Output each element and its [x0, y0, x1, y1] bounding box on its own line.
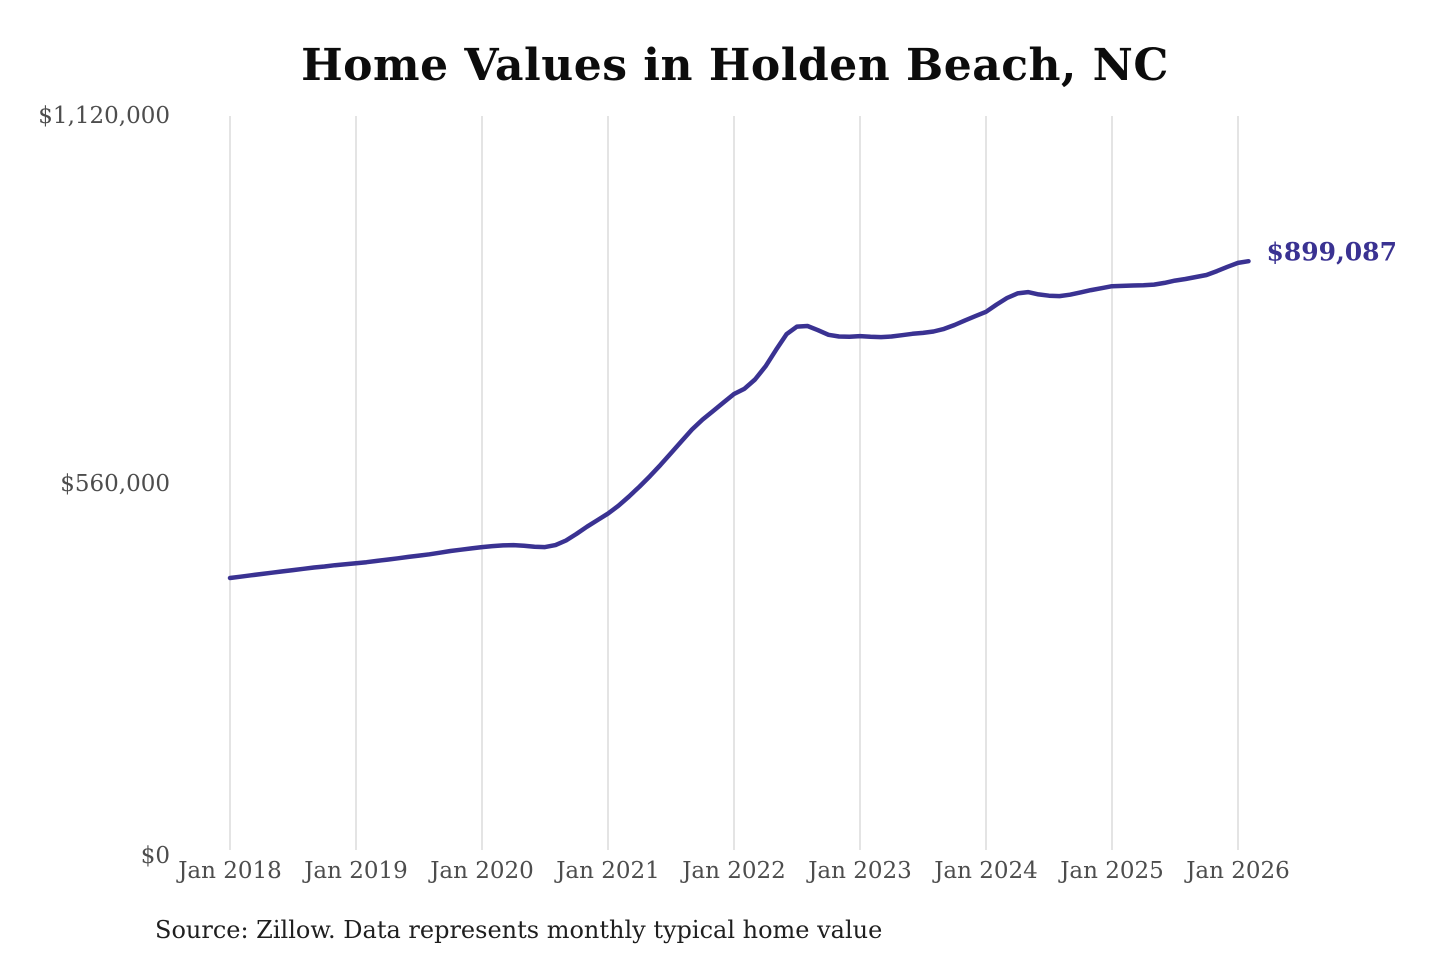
x-tick-label: Jan 2024 [934, 858, 1038, 884]
y-tick-label: $560,000 [60, 471, 170, 497]
source-note: Source: Zillow. Data represents monthly … [155, 916, 883, 944]
home-value-line [227, 258, 1251, 581]
y-tick-label: $1,120,000 [38, 103, 170, 129]
x-tick-label: Jan 2025 [1060, 858, 1164, 884]
x-tick-label: Jan 2026 [1186, 858, 1290, 884]
y-tick-label: $0 [140, 843, 170, 869]
latest-value-label: $899,087 [1266, 237, 1397, 267]
x-tick-label: Jan 2021 [556, 858, 660, 884]
x-tick-label: Jan 2023 [808, 858, 912, 884]
gridlines [229, 116, 1239, 850]
x-tick-label: Jan 2020 [430, 858, 534, 884]
chart-title: Home Values in Holden Beach, NC [301, 40, 1169, 91]
x-tick-label: Jan 2022 [682, 858, 786, 884]
x-tick-label: Jan 2019 [304, 858, 408, 884]
x-tick-label: Jan 2018 [178, 858, 282, 884]
